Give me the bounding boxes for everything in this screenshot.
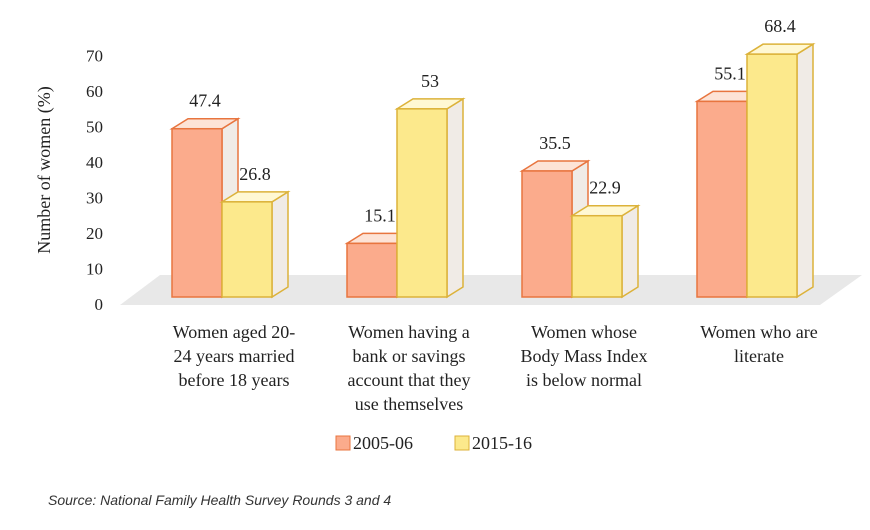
bar-2015-16 bbox=[571, 214, 623, 298]
y-tick-label: 40 bbox=[86, 153, 103, 172]
category-label: Women having a bank or savings account tha… bbox=[348, 322, 471, 414]
bar-side bbox=[621, 204, 639, 299]
category-label: Women aged 20-24 years married before 18 … bbox=[173, 322, 296, 390]
bar-side bbox=[446, 97, 464, 299]
bar-2005-06 bbox=[346, 242, 398, 298]
bar-2005-06 bbox=[171, 127, 223, 298]
legend-label: 2005-06 bbox=[353, 433, 413, 453]
data-label: 22.9 bbox=[589, 178, 621, 198]
data-label: 35.5 bbox=[539, 133, 571, 153]
legend-label: 2015-16 bbox=[472, 433, 532, 453]
legend-swatch bbox=[335, 435, 351, 451]
data-label: 47.4 bbox=[189, 91, 221, 111]
bar-2005-06 bbox=[696, 100, 748, 298]
source-note: Source: National Family Health Survey Ro… bbox=[48, 492, 392, 508]
legend-swatch bbox=[454, 435, 470, 451]
y-tick-label: 0 bbox=[95, 295, 104, 314]
bar-side bbox=[271, 190, 289, 299]
y-tick-label: 60 bbox=[86, 82, 103, 101]
y-tick-label: 10 bbox=[86, 260, 103, 279]
y-tick-label: 20 bbox=[86, 224, 103, 243]
data-label: 26.8 bbox=[239, 164, 271, 184]
bar-2015-16 bbox=[746, 53, 798, 298]
y-tick-label: 50 bbox=[86, 118, 103, 137]
bar-2015-16 bbox=[396, 108, 448, 298]
data-label: 53 bbox=[421, 71, 439, 91]
bar-2005-06 bbox=[521, 170, 573, 298]
bar-side bbox=[796, 42, 814, 299]
category-label: Women whose Body Mass Index is below norma… bbox=[521, 322, 648, 390]
chart-floor bbox=[120, 275, 862, 305]
bar-2015-16 bbox=[221, 201, 273, 298]
y-tick-label: 70 bbox=[86, 47, 103, 66]
y-tick-label: 30 bbox=[86, 189, 103, 208]
y-axis-title: Number of women (%) bbox=[34, 86, 55, 253]
data-label: 68.4 bbox=[764, 16, 796, 36]
category-label: Women who are literate bbox=[700, 322, 818, 366]
data-label: 55.1 bbox=[714, 63, 746, 83]
data-label: 15.1 bbox=[364, 205, 396, 225]
